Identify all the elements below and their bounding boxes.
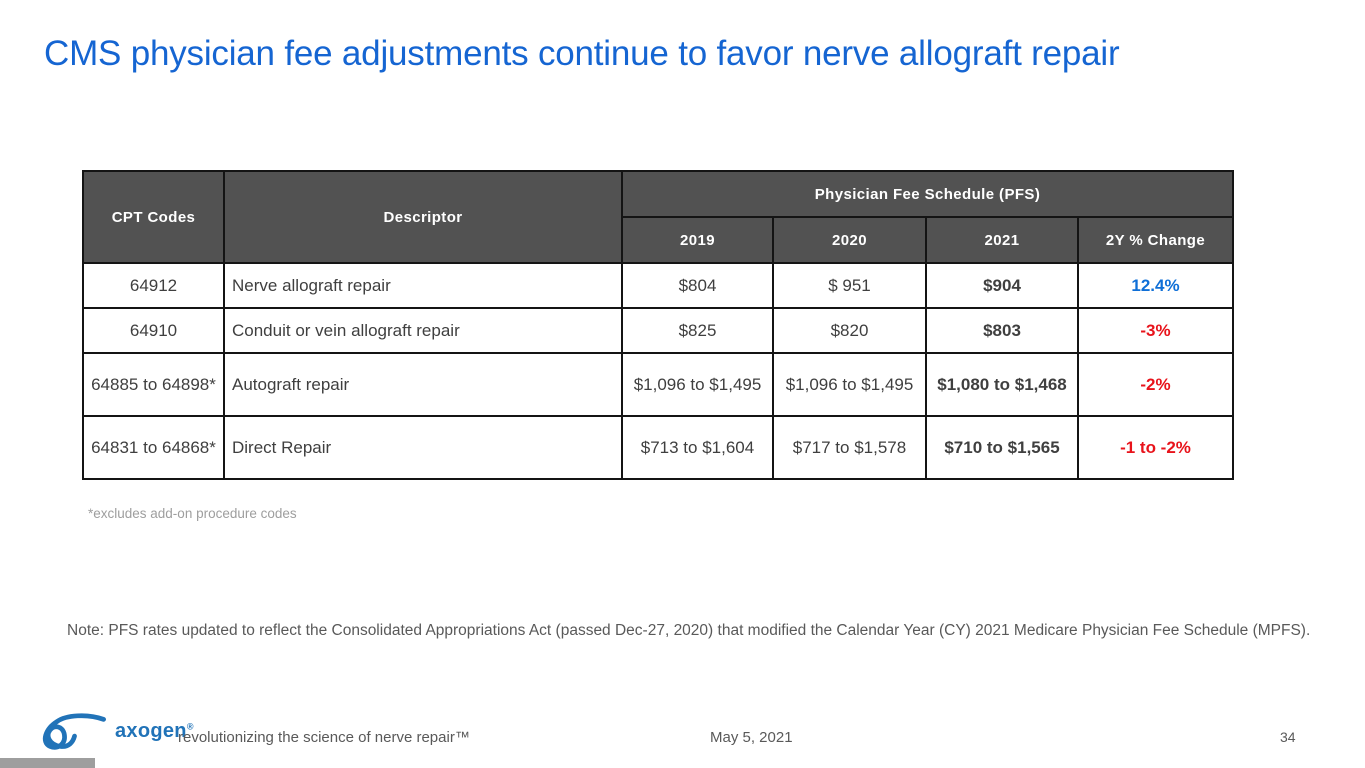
col-header-2y-change: 2Y % Change	[1077, 216, 1234, 264]
cell-2020: $717 to $1,578	[772, 415, 927, 480]
cell-cpt: 64885 to 64898*	[82, 352, 225, 417]
fee-schedule-table: CPT Codes Descriptor Physician Fee Sched…	[82, 170, 1234, 480]
cell-descriptor: Direct Repair	[223, 415, 623, 480]
axogen-logo-wordmark: axogen®	[115, 719, 194, 742]
cell-2019: $1,096 to $1,495	[621, 352, 774, 417]
col-header-pfs-group: Physician Fee Schedule (PFS)	[621, 170, 1234, 218]
cell-cpt: 64910	[82, 307, 225, 354]
cell-descriptor: Autograft repair	[223, 352, 623, 417]
cell-2021: $904	[925, 262, 1079, 309]
cell-2y-change: -2%	[1077, 352, 1234, 417]
registered-mark: ®	[186, 720, 194, 731]
cell-cpt: 64831 to 64868*	[82, 415, 225, 480]
col-header-2021: 2021	[925, 216, 1079, 264]
note-text: Note: PFS rates updated to reflect the C…	[67, 622, 1311, 639]
table-row-conduit-vein: 64910 Conduit or vein allograft repair $…	[82, 307, 1234, 354]
cell-2019: $804	[621, 262, 774, 309]
table-row-nerve-allograft: 64912 Nerve allograft repair $804 $ 951 …	[82, 262, 1234, 309]
col-header-2019: 2019	[621, 216, 774, 264]
page-number: 34	[1280, 729, 1296, 745]
axogen-logo: axogen®	[28, 706, 194, 756]
bottom-left-bar	[0, 758, 95, 768]
cell-2y-change: -1 to -2%	[1077, 415, 1234, 480]
table-row-autograft: 64885 to 64898* Autograft repair $1,096 …	[82, 352, 1234, 417]
cell-descriptor: Nerve allograft repair	[223, 262, 623, 309]
col-header-cpt-codes: CPT Codes	[82, 170, 225, 264]
footer-date: May 5, 2021	[710, 729, 793, 746]
cell-2020: $820	[772, 307, 927, 354]
cell-2021: $710 to $1,565	[925, 415, 1079, 480]
col-header-2020: 2020	[772, 216, 927, 264]
table-row-direct-repair: 64831 to 64868* Direct Repair $713 to $1…	[82, 415, 1234, 480]
slide-title: CMS physician fee adjustments continue t…	[44, 34, 1120, 73]
cell-2021: $803	[925, 307, 1079, 354]
cell-2019: $713 to $1,604	[621, 415, 774, 480]
cell-2y-change: 12.4%	[1077, 262, 1234, 309]
footer-tagline: revolutionizing the science of nerve rep…	[178, 729, 470, 746]
axogen-logo-icon	[42, 713, 106, 750]
cell-descriptor: Conduit or vein allograft repair	[223, 307, 623, 354]
table-footnote: *excludes add-on procedure codes	[88, 506, 297, 521]
cell-2020: $1,096 to $1,495	[772, 352, 927, 417]
cell-2021: $1,080 to $1,468	[925, 352, 1079, 417]
cell-2y-change: -3%	[1077, 307, 1234, 354]
cell-2019: $825	[621, 307, 774, 354]
cell-2020: $ 951	[772, 262, 927, 309]
cell-cpt: 64912	[82, 262, 225, 309]
col-header-descriptor: Descriptor	[223, 170, 623, 264]
